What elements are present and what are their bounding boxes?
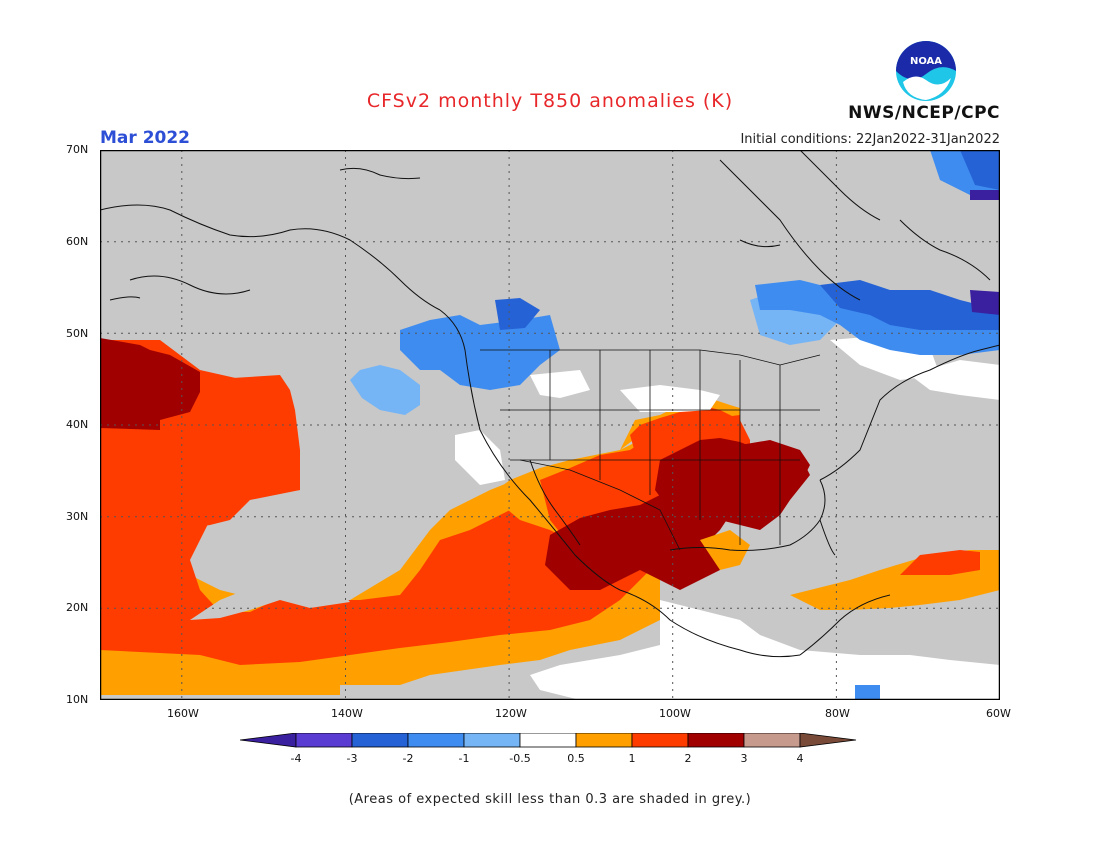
lon-label-140w: 140W [331,707,363,720]
map-frame [100,150,1000,700]
lon-label-60w: 60W [986,707,1011,720]
agency-label: NWS/NCEP/CPC [848,103,1000,123]
legend-labels: -4 -3 -2 -1 -0.5 0.5 1 2 3 4 [291,752,804,765]
anomaly-map [100,150,1000,700]
initial-conditions: Initial conditions: 22Jan2022-31Jan2022 [740,132,1000,147]
legend-swatch [631,733,689,748]
legend-swatch-low-arrow [240,733,297,748]
legend-swatches [240,733,857,748]
lon-label-120w: 120W [495,707,527,720]
legend-swatch [687,733,745,748]
legend-swatch [463,733,521,748]
white-patch-idaho [530,370,590,398]
legend-label: -0.5 [509,752,530,765]
chart-title: CFSv2 monthly T850 anomalies (K) [366,90,734,112]
lat-label-20n: 20N [66,601,89,614]
white-patch-plains [620,385,720,412]
lon-label-160w: 160W [167,707,199,720]
legend-label: 3 [741,752,748,765]
lat-label-60n: 60N [66,235,89,248]
legend-swatch-high-arrow [799,733,857,748]
legend-label: 2 [685,752,692,765]
legend-label: 4 [797,752,804,765]
legend-swatch [519,733,577,748]
lat-label-30n: 30N [66,510,89,523]
lat-label-10n: 10N [66,693,89,706]
gulf-orange [700,530,750,570]
forecast-month: Mar 2022 [100,128,191,148]
legend-label: -1 [459,752,470,765]
legend-swatch [351,733,409,748]
lat-label-40n: 40N [66,418,89,431]
legend-swatch [295,733,353,748]
coastlines [100,150,1000,658]
legend-label: 1 [629,752,636,765]
skill-footnote: (Areas of expected skill less than 0.3 a… [348,792,752,807]
pnw-lightblue [350,365,420,415]
lon-label-100w: 100W [659,707,691,720]
greenland-darkblue [960,150,1000,190]
labrador-navy [970,290,1000,315]
legend-label: -4 [291,752,302,765]
legend-label: -2 [403,752,414,765]
texas-darkred [600,520,720,590]
canada-east-darkblue [820,280,1000,330]
greenland-navy [970,190,1000,200]
lat-label-70n: 70N [66,143,89,156]
lon-label-80w: 80W [825,707,850,720]
noaa-logo: NOAA [896,41,956,101]
southeast-darkred [740,440,810,495]
legend-label: -3 [347,752,358,765]
pnw-darkblue [495,298,540,330]
lat-label-50n: 50N [66,327,89,340]
legend-label: 0.5 [567,752,585,765]
caribbean-blue [855,685,880,700]
white-patch-subtropics [530,600,1000,700]
white-patch-nw [455,430,505,485]
color-legend: -4 -3 -2 -1 -0.5 0.5 1 2 3 4 [240,733,857,765]
legend-swatch [407,733,465,748]
svg-text:NOAA: NOAA [910,56,942,67]
pacific-darkred-region [100,338,200,430]
legend-swatch [743,733,801,748]
white-patch-midatlantic [910,360,1000,400]
pacific-gray-pocket [190,580,350,620]
caribbean-red [900,550,980,575]
political-borders [480,349,821,551]
legend-swatch [575,733,633,748]
